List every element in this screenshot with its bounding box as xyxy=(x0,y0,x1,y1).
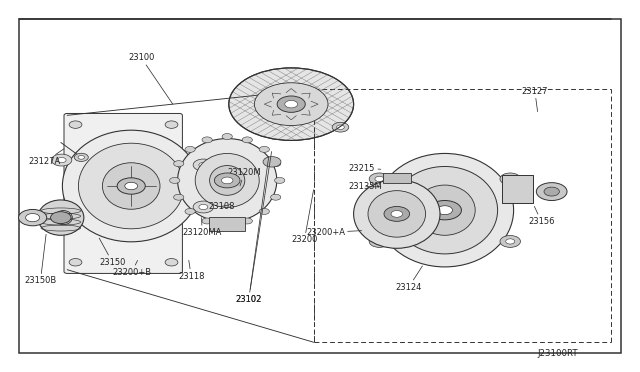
Circle shape xyxy=(193,201,214,213)
Circle shape xyxy=(173,161,184,167)
Text: 23127: 23127 xyxy=(522,87,548,112)
Circle shape xyxy=(54,204,63,209)
Circle shape xyxy=(202,218,212,224)
Circle shape xyxy=(165,121,178,128)
Circle shape xyxy=(500,173,520,185)
Circle shape xyxy=(69,259,82,266)
Circle shape xyxy=(506,239,515,244)
FancyBboxPatch shape xyxy=(64,113,182,273)
Circle shape xyxy=(391,211,403,217)
Circle shape xyxy=(199,204,208,209)
Circle shape xyxy=(263,157,281,167)
Ellipse shape xyxy=(229,68,354,141)
Ellipse shape xyxy=(210,166,244,195)
Circle shape xyxy=(74,153,88,161)
Circle shape xyxy=(242,218,252,224)
Ellipse shape xyxy=(62,130,200,242)
Circle shape xyxy=(26,214,40,222)
Circle shape xyxy=(185,147,195,153)
Circle shape xyxy=(275,177,285,183)
Ellipse shape xyxy=(392,166,498,254)
Circle shape xyxy=(337,125,344,129)
Text: 23108: 23108 xyxy=(208,202,234,211)
Circle shape xyxy=(375,239,384,244)
Text: 23118: 23118 xyxy=(178,260,204,280)
Circle shape xyxy=(500,235,520,247)
Ellipse shape xyxy=(54,211,72,225)
Ellipse shape xyxy=(354,179,440,248)
Text: 23120MA: 23120MA xyxy=(182,218,222,237)
Ellipse shape xyxy=(102,163,160,209)
Circle shape xyxy=(78,155,84,159)
Ellipse shape xyxy=(195,153,259,207)
Text: 23102: 23102 xyxy=(236,156,269,304)
Circle shape xyxy=(193,159,214,171)
Ellipse shape xyxy=(376,153,513,267)
Circle shape xyxy=(165,259,178,266)
Text: 23120M: 23120M xyxy=(227,169,261,186)
Text: 23127A: 23127A xyxy=(29,149,64,166)
Circle shape xyxy=(277,96,305,112)
Circle shape xyxy=(222,134,232,140)
Text: J23100RT: J23100RT xyxy=(538,349,578,358)
Circle shape xyxy=(259,208,269,214)
Text: 23200+A: 23200+A xyxy=(306,228,362,237)
Circle shape xyxy=(69,121,82,128)
Circle shape xyxy=(437,206,452,215)
Circle shape xyxy=(506,176,515,182)
Text: 23200+B: 23200+B xyxy=(112,260,151,277)
Circle shape xyxy=(51,212,71,224)
Text: 23150: 23150 xyxy=(99,238,125,267)
Circle shape xyxy=(332,122,349,132)
Text: 23124: 23124 xyxy=(396,266,422,292)
Ellipse shape xyxy=(415,185,475,235)
Circle shape xyxy=(242,137,252,143)
Ellipse shape xyxy=(254,83,328,126)
Circle shape xyxy=(170,177,180,183)
Bar xyxy=(209,217,245,231)
Circle shape xyxy=(369,235,390,247)
Circle shape xyxy=(271,161,281,167)
Ellipse shape xyxy=(178,138,277,222)
Text: 23100: 23100 xyxy=(128,53,173,104)
Bar xyxy=(19,19,621,353)
Text: 23102: 23102 xyxy=(236,151,271,304)
Bar xyxy=(502,175,533,203)
Circle shape xyxy=(369,173,390,185)
Ellipse shape xyxy=(368,190,426,237)
Circle shape xyxy=(57,157,66,163)
Bar xyxy=(383,173,411,183)
Circle shape xyxy=(199,163,208,168)
Circle shape xyxy=(202,137,212,143)
Circle shape xyxy=(51,154,72,166)
Circle shape xyxy=(285,100,298,108)
Text: 23215: 23215 xyxy=(349,164,381,173)
Circle shape xyxy=(173,194,184,200)
Text: 23200: 23200 xyxy=(291,190,317,244)
Circle shape xyxy=(428,201,461,220)
Circle shape xyxy=(117,178,145,194)
Text: 23150B: 23150B xyxy=(24,234,56,285)
Ellipse shape xyxy=(78,143,184,229)
Circle shape xyxy=(185,208,195,214)
Circle shape xyxy=(536,183,567,201)
Circle shape xyxy=(221,177,233,184)
Circle shape xyxy=(271,194,281,200)
Circle shape xyxy=(544,187,559,196)
Circle shape xyxy=(19,209,47,226)
Ellipse shape xyxy=(38,200,84,235)
Circle shape xyxy=(375,176,384,182)
Circle shape xyxy=(49,201,69,213)
Circle shape xyxy=(384,206,410,221)
Circle shape xyxy=(125,182,138,190)
Circle shape xyxy=(259,147,269,153)
Circle shape xyxy=(214,173,240,188)
Circle shape xyxy=(222,221,232,227)
Text: 23156: 23156 xyxy=(528,206,554,226)
Text: 23135M: 23135M xyxy=(349,182,383,191)
